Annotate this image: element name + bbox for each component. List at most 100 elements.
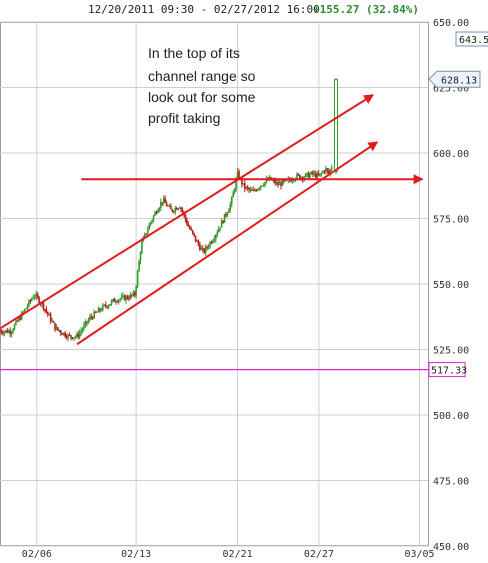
candle-body bbox=[312, 171, 314, 175]
candle-body bbox=[162, 198, 165, 203]
candle-body bbox=[254, 189, 256, 191]
candle-body bbox=[233, 189, 236, 193]
candle-body bbox=[296, 174, 298, 179]
candle-body bbox=[283, 180, 285, 182]
candle-body bbox=[15, 320, 17, 325]
candle-body bbox=[0, 331, 1, 333]
candle-body bbox=[145, 233, 148, 235]
candle-body bbox=[168, 205, 171, 207]
candle-body bbox=[317, 173, 320, 176]
candle-body bbox=[104, 304, 107, 307]
candle-body bbox=[91, 317, 94, 319]
candle-body bbox=[174, 207, 177, 212]
candle-body bbox=[278, 182, 281, 185]
y-tick-label: 650.00 bbox=[433, 18, 469, 29]
candle-body bbox=[316, 173, 319, 178]
candle-body bbox=[229, 204, 232, 210]
candle-body bbox=[6, 330, 9, 333]
candle-body bbox=[262, 185, 265, 187]
candle-body bbox=[49, 314, 52, 322]
candle-body bbox=[33, 296, 36, 298]
candle-body bbox=[215, 234, 217, 240]
x-tick-label: 02/27 bbox=[304, 549, 334, 560]
pink-level-label: 517.33 bbox=[431, 366, 467, 377]
candle-body bbox=[304, 173, 307, 178]
candle-body bbox=[22, 311, 24, 313]
candle-body bbox=[81, 328, 84, 331]
candle-body bbox=[235, 178, 237, 190]
candle-body bbox=[209, 242, 211, 247]
candle-body bbox=[200, 248, 203, 250]
candle-body bbox=[199, 244, 201, 250]
candle-body bbox=[102, 305, 104, 311]
y-tick-label: 625.00 bbox=[433, 84, 469, 95]
candle-body bbox=[99, 308, 101, 311]
candle-body bbox=[307, 172, 310, 178]
candle-body bbox=[152, 215, 155, 221]
pink-level-box bbox=[428, 362, 466, 378]
candle-body bbox=[178, 207, 181, 209]
candle-body bbox=[62, 332, 65, 335]
candle-body bbox=[190, 229, 192, 231]
candle-body bbox=[290, 180, 292, 182]
x-tick-label: 02/06 bbox=[22, 549, 52, 560]
candle-body bbox=[67, 334, 69, 339]
candle-body bbox=[255, 190, 258, 192]
candle-body bbox=[284, 179, 287, 182]
annotation-line-3: look out for some bbox=[148, 89, 256, 105]
candle-body bbox=[196, 240, 198, 242]
candle-body bbox=[148, 224, 150, 230]
candle-body bbox=[115, 301, 117, 303]
top-value-box bbox=[455, 31, 488, 47]
candle-body bbox=[83, 324, 85, 329]
candle-body bbox=[80, 330, 82, 333]
candle-body bbox=[7, 330, 10, 333]
axis-labels: 650.00 625.00 600.00 575.00 550.00 525.00 500.… bbox=[22, 18, 488, 560]
y-tick-label: 500.00 bbox=[433, 411, 469, 422]
candle-body bbox=[116, 301, 119, 303]
candle-body bbox=[285, 179, 288, 181]
candle-body bbox=[330, 167, 333, 170]
candle-body bbox=[9, 330, 11, 334]
candle-body bbox=[326, 168, 329, 171]
candle-body bbox=[55, 327, 58, 330]
candle-body bbox=[136, 271, 139, 287]
candle-body bbox=[46, 311, 49, 315]
candle-body bbox=[329, 169, 332, 174]
candle-body bbox=[44, 309, 46, 311]
candle-body bbox=[177, 208, 179, 210]
y-tick-label: 550.00 bbox=[433, 280, 469, 291]
candle-body bbox=[274, 180, 277, 184]
candle-body bbox=[257, 188, 259, 191]
candle-body bbox=[277, 182, 279, 185]
candle-body bbox=[19, 317, 22, 320]
candle-body bbox=[93, 311, 95, 319]
candle-body bbox=[133, 292, 136, 296]
candle-body bbox=[216, 232, 219, 235]
annotation-line-1: In the top of its bbox=[148, 45, 240, 61]
candle-body bbox=[119, 298, 122, 300]
candle-body bbox=[61, 333, 64, 335]
candle-body bbox=[180, 207, 182, 210]
candle-body bbox=[155, 212, 158, 214]
candle-body bbox=[71, 337, 74, 339]
candle-body bbox=[226, 212, 229, 216]
candle-body bbox=[212, 240, 214, 243]
candle-body bbox=[203, 249, 206, 253]
candle-body bbox=[184, 214, 187, 220]
candle-body bbox=[259, 185, 262, 189]
candle-body bbox=[57, 327, 59, 330]
candle-body bbox=[213, 239, 216, 241]
candle-body bbox=[280, 182, 282, 186]
lower-channel-line bbox=[76, 141, 379, 346]
candle-body bbox=[103, 304, 106, 306]
candle-body bbox=[217, 228, 220, 233]
candle-body bbox=[258, 188, 261, 190]
candle-body bbox=[123, 295, 126, 301]
candle-body bbox=[210, 242, 213, 244]
candle-body bbox=[309, 174, 311, 178]
candle-body bbox=[264, 181, 266, 186]
candle-body bbox=[78, 332, 81, 337]
candle-body bbox=[161, 202, 164, 204]
